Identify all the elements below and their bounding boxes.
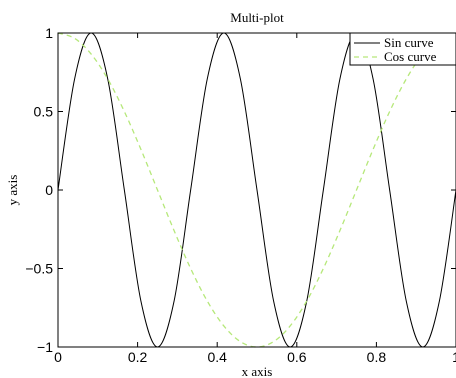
legend-box xyxy=(349,32,456,66)
series-layer xyxy=(57,32,456,348)
y-tick-label: 1 xyxy=(45,25,53,41)
legend-label: Sin curve xyxy=(384,35,434,50)
y-tick-label: 0 xyxy=(45,182,53,198)
chart-title: Multi-plot xyxy=(230,10,284,25)
x-tick-label: 0.4 xyxy=(207,349,227,365)
series-line-cos xyxy=(57,32,456,348)
y-tick-label: 0.5 xyxy=(34,104,54,120)
plot-frame xyxy=(57,32,456,348)
x-tick-label: 1 xyxy=(452,349,456,365)
x-axis-label: x axis xyxy=(242,364,273,378)
y-axis-label: y axis xyxy=(5,175,20,206)
legend-label: Cos curve xyxy=(384,49,437,64)
x-tick-label: 0 xyxy=(54,349,62,365)
x-tick-label: 0.2 xyxy=(128,349,148,365)
x-axis-ticks: 0 0.2 0.4 0.6 0.8 1 xyxy=(54,33,456,365)
y-tick-label: −0.5 xyxy=(25,261,53,277)
y-tick-label: −1 xyxy=(37,339,53,355)
y-axis-ticks: −1 −0.5 0 0.5 1 xyxy=(25,25,456,355)
x-tick-label: 0.8 xyxy=(367,349,387,365)
x-tick-label: 0.6 xyxy=(287,349,307,365)
series-line-sin xyxy=(57,32,456,348)
